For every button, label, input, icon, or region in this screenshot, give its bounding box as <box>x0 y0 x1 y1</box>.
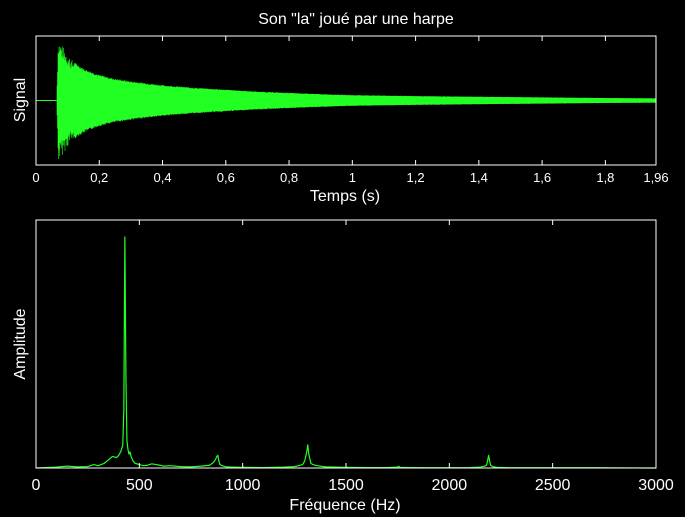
spectrum-tick-label: 0 <box>32 477 41 494</box>
signal-tick-label: 0,6 <box>217 170 235 185</box>
spectrum-tick-label: 1500 <box>328 477 364 494</box>
spectrum-tick-label: 1000 <box>225 477 261 494</box>
spectrum-plot: 0 500 1000 1500 2000 2500 3000 Fréquence (Hz) … <box>12 219 674 514</box>
signal-tick-label: 0 <box>32 170 39 185</box>
spectrum-x-axis-ticks: 0 500 1000 1500 2000 2500 3000 <box>32 220 674 494</box>
signal-tick-label: 1,6 <box>533 170 551 185</box>
signal-tick-label: 0,8 <box>280 170 298 185</box>
signal-plot: Son "la" joué par une harpe 0 0,2 0,4 0,6 0,… <box>12 11 669 205</box>
signal-tick-label: 0,4 <box>153 170 171 185</box>
signal-waveform-line <box>56 46 657 160</box>
signal-y-axis-label: Signal <box>12 78 29 122</box>
spectrum-tick-label: 3000 <box>638 477 674 494</box>
signal-tick-label: 1,96 <box>643 170 668 185</box>
signal-tick-label: 1 <box>349 170 356 185</box>
signal-x-axis-label: Temps (s) <box>310 188 380 205</box>
spectrum-y-axis-label: Amplitude <box>12 308 29 379</box>
signal-tick-label: 0,2 <box>90 170 108 185</box>
spectrum-tick-label: 500 <box>126 477 153 494</box>
spectrum-tick-label: 2500 <box>535 477 571 494</box>
spectrum-x-axis-label: Fréquence (Hz) <box>289 497 400 514</box>
signal-tick-label: 1,8 <box>596 170 614 185</box>
signal-waveform <box>36 46 657 160</box>
signal-x-axis-ticks: 0 0,2 0,4 0,6 0,8 1 1,2 1,4 1,6 1,8 1,96 <box>32 36 669 185</box>
signal-tick-label: 1,4 <box>470 170 488 185</box>
signal-tick-label: 1,2 <box>407 170 425 185</box>
signal-plot-title: Son "la" joué par une harpe <box>258 11 454 28</box>
spectrum-tick-label: 2000 <box>432 477 468 494</box>
signal-plot-frame <box>35 35 657 166</box>
